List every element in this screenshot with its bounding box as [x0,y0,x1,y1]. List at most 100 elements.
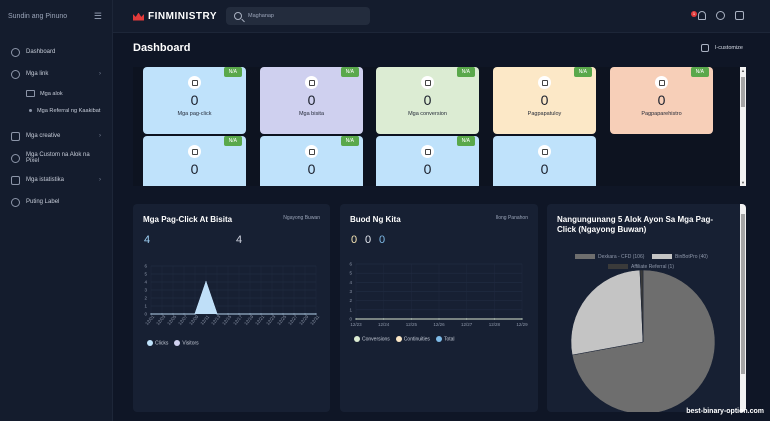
stat-label: Mga pag-click [177,111,212,117]
stat-card[interactable]: N/A 0 Pagpapatuloy [493,67,596,134]
visitors-total: 4 [236,234,243,246]
sidebar-item-custom-pixel[interactable]: Mga Custom na Alok na Pixel [0,147,112,169]
scroll-thumb[interactable] [741,77,745,107]
legend-item-total[interactable]: Total [435,336,455,342]
stat-label: Pagpapatuloy [527,111,562,117]
brand-logo[interactable]: FINMINISTRY [133,11,217,22]
sidebar-item-label: Puting Label [26,199,60,205]
legend-swatch [575,254,595,260]
income-panel-period[interactable]: Ilong Panahon [495,215,528,221]
pie-legend-dexkara[interactable]: Dexkara - CFD (106) [575,254,644,260]
data-point[interactable] [355,318,357,320]
stat-icon [305,76,318,89]
stat-card[interactable]: N/A 0 Mga conversion [376,67,479,134]
legend-item-conversions[interactable]: Conversions [354,336,390,342]
x-tick-label: 12/24 [378,322,390,327]
pie-panel-scrollbar[interactable] [740,204,746,412]
y-tick-label: 3 [144,288,147,293]
sidebar-item-creatives[interactable]: Mga creative › [0,125,112,147]
data-point[interactable] [493,318,495,320]
pie-legend-binbotpro[interactable]: BinBotPro (40) [652,254,708,260]
stat-label: Mga conversion [408,111,447,117]
data-point[interactable] [410,318,412,320]
stats-scrollbar[interactable]: ▲ ▼ [740,67,746,186]
legend-item-clicks[interactable]: Clicks [147,340,168,346]
sidebar-item-white-label[interactable]: Puting Label [0,191,112,213]
data-point[interactable] [150,313,152,315]
data-point[interactable] [521,318,523,320]
sidebar-item-statistics[interactable]: Mga istatistika › [0,169,112,191]
pixel-icon [11,153,20,163]
na-badge: N/A [223,67,242,77]
chevron-right-icon: › [99,71,101,77]
stat-card[interactable]: 0 [493,136,596,186]
sidebar-item-dashboard[interactable]: Dashboard [0,41,112,63]
stat-card[interactable]: N/A 0 Mga bisita [260,67,363,134]
data-point[interactable] [466,318,468,320]
at-icon[interactable] [716,11,725,20]
scroll-up-icon[interactable]: ▲ [741,68,745,73]
data-point[interactable] [161,313,163,315]
link-icon [11,69,20,79]
data-point[interactable] [438,318,440,320]
sidebar-item-offers[interactable]: Mga alok [0,85,112,102]
stat-icon [421,145,434,158]
y-tick-label: 4 [349,280,352,285]
data-point[interactable] [315,313,317,315]
data-point[interactable] [183,313,185,315]
sidebar-item-affiliate-referrals[interactable]: Mga Referral ng Kaakibat [0,102,112,119]
stat-card[interactable]: N/A 0 [376,136,479,186]
pie-slice-binbotpro[interactable] [570,269,644,356]
na-badge: N/A [223,136,242,146]
income-legend: Conversions Continuities Total [354,336,455,342]
data-point[interactable] [383,318,385,320]
x-tick-label: 12/21 [254,314,265,326]
legend-item-continuities[interactable]: Continuities [395,336,430,342]
data-point[interactable] [282,313,284,315]
stat-card[interactable]: N/A 0 Pagpaparehistro [610,67,713,134]
sidebar-item-label: Mga Referral ng Kaakibat [37,107,101,114]
data-point[interactable] [194,313,196,315]
stat-card[interactable]: N/A 0 Mga pag-click [143,67,246,134]
sidebar-item-label: Mga link [26,71,49,77]
top-offers-title: Nangungunang 5 Alok Ayon Sa Mga Pag-Clic… [557,215,714,234]
legend-label: Conversions [362,336,390,343]
data-point[interactable] [249,313,251,315]
data-point[interactable] [238,313,240,315]
menu-collapse-icon[interactable]: ☰ [93,11,102,21]
stat-value: 0 [540,161,549,177]
pie-slice-affiliate-referral[interactable] [639,269,644,343]
brand-name: FINMINISTRY [148,11,218,22]
data-point[interactable] [271,313,273,315]
scroll-thumb[interactable] [741,214,745,374]
pie-legend-affiliate[interactable]: Affiliate Referral (1) [608,264,674,270]
data-point[interactable] [304,313,306,315]
top-offers-panel: Nangungunang 5 Alok Ayon Sa Mga Pag-Clic… [547,204,746,412]
clicks-total: 4 [144,234,151,246]
customize-button[interactable]: I-customize [700,44,743,52]
data-point[interactable] [172,313,174,315]
user-icon[interactable] [735,11,744,20]
data-point[interactable] [205,281,207,283]
x-tick-label: 12/26 [433,322,445,327]
pie-slice-dexkara-cfd[interactable] [571,269,716,412]
data-point[interactable] [227,313,229,315]
search-input[interactable] [248,13,358,19]
stat-card[interactable]: N/A 0 [143,136,246,186]
x-tick-label: 12/31 [309,314,320,326]
clicks-panel-period[interactable]: Ngayong Buwan [283,215,320,221]
na-badge: N/A [573,67,592,77]
legend-item-visitors[interactable]: Visitors [174,340,199,346]
notifications-button[interactable]: 1 [691,11,706,20]
y-tick-label: 1 [349,307,352,312]
sidebar-item-links[interactable]: Mga link › [0,63,112,85]
data-point[interactable] [216,313,218,315]
bullet-icon [29,109,32,112]
stat-icon [188,145,201,158]
scroll-down-icon[interactable]: ▼ [741,180,745,185]
stat-card[interactable]: N/A 0 [260,136,363,186]
x-tick-label: 12/25 [276,314,287,326]
data-point[interactable] [293,313,295,315]
data-point[interactable] [260,313,262,315]
stat-value: 0 [307,92,316,108]
